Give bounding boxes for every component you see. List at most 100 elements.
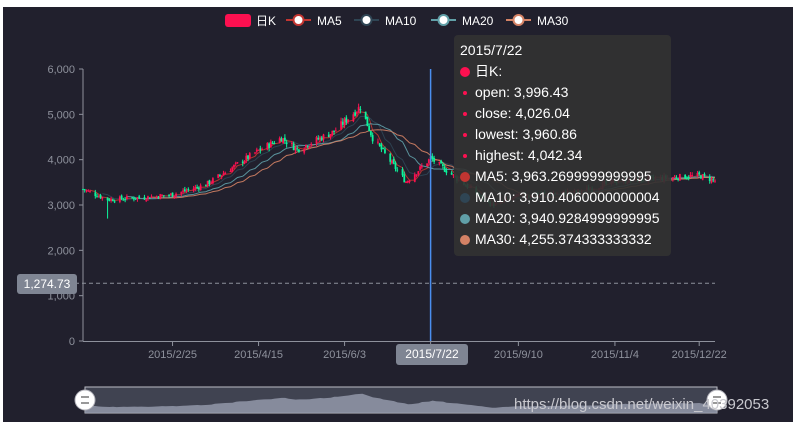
candle-body	[443, 166, 446, 172]
y-tick-label: 0	[69, 336, 75, 348]
candle-body	[241, 161, 244, 164]
candle-body	[219, 175, 221, 177]
candle-body	[701, 174, 704, 180]
candle-body	[306, 146, 309, 148]
candle-body	[415, 174, 418, 176]
tooltip-ma10: MA10: 3,910.4060000000004	[460, 187, 665, 208]
tooltip-open: open: 3,996.43	[460, 82, 665, 103]
candle-body	[380, 144, 383, 150]
candle-body	[171, 192, 174, 197]
candle-body	[259, 148, 262, 151]
candle-body	[403, 174, 406, 183]
data-zoom-slider[interactable]	[74, 386, 728, 414]
tooltip: 2015/7/22 日K: open: 3,996.43 close: 4,02…	[454, 35, 671, 256]
handle-circle	[74, 389, 96, 411]
candle-body	[282, 138, 285, 144]
candle-body	[261, 148, 263, 150]
candle-body	[359, 109, 362, 111]
candle-body	[147, 196, 149, 199]
candle-body	[368, 125, 371, 132]
candle-body	[148, 197, 151, 199]
candle-body	[710, 178, 713, 183]
candle-body	[320, 137, 323, 141]
candle-body	[122, 199, 125, 201]
candle-body	[113, 201, 116, 203]
candle-body	[315, 137, 318, 144]
legend-item-日k[interactable]: 日K	[225, 14, 276, 28]
legend-label: MA20	[462, 14, 494, 28]
candle-body	[106, 197, 109, 201]
candle-body	[329, 134, 332, 138]
candle-body	[173, 195, 176, 198]
tooltip-open-text: open: 3,996.43	[475, 84, 569, 100]
tooltip-close-dot	[463, 111, 467, 116]
tooltip-ma5-text: MA5: 3,963.2699999999995	[475, 168, 652, 184]
tooltip-series: 日K:	[460, 61, 665, 82]
candle-body	[675, 177, 678, 179]
candle-body	[357, 107, 360, 113]
candle-body	[194, 186, 197, 189]
candle-body	[303, 148, 306, 153]
candle-body	[224, 172, 227, 175]
candle-body	[182, 190, 184, 192]
candle-body	[445, 170, 448, 173]
candle-body	[255, 149, 258, 152]
candle-body	[394, 162, 397, 169]
data-zoom-handle-left[interactable]	[74, 389, 96, 411]
candle-body	[96, 196, 98, 198]
candle-body	[229, 171, 232, 173]
legend-item-ma20[interactable]: MA20	[431, 14, 494, 28]
candle-body	[97, 196, 100, 198]
candle-body	[143, 197, 146, 200]
tooltip-close: close: 4,026.04	[460, 103, 665, 124]
tooltip-ma30-dot	[460, 234, 470, 245]
tooltip-ma10-text: MA10: 3,910.4060000000004	[475, 189, 660, 205]
candle-body	[712, 179, 715, 181]
candle-body	[671, 177, 674, 180]
tooltip-ma20-dot	[460, 213, 470, 224]
candle-body	[452, 174, 455, 176]
legend-item-ma10[interactable]: MA10	[354, 14, 417, 28]
legend-item-ma5[interactable]: MA5	[286, 14, 342, 28]
data-zoom-area	[85, 393, 717, 413]
candle-body	[136, 197, 139, 200]
candle-body	[696, 172, 699, 176]
candle-body	[354, 112, 357, 116]
candle-body	[134, 198, 137, 200]
tooltip-highest: highest: 4,042.34	[460, 145, 665, 166]
candle-body	[83, 189, 86, 191]
candle-body	[319, 137, 321, 140]
tooltip-lowest: lowest: 3,960.86	[460, 124, 665, 145]
candle-body	[145, 199, 148, 201]
candle-body	[94, 192, 97, 197]
candle-body	[391, 160, 393, 164]
candle-body	[217, 174, 220, 178]
candle-body	[187, 189, 190, 191]
candle-body	[684, 175, 687, 179]
candle-body	[333, 130, 335, 132]
candle-body	[347, 119, 349, 123]
data-zoom-handle-right[interactable]	[706, 389, 728, 411]
legend-label: MA10	[385, 14, 417, 28]
candle-body	[169, 193, 172, 195]
tooltip-ma30: MA30: 4,255.374333333332	[460, 229, 665, 250]
legend-icon-circle	[360, 14, 373, 26]
x-tick-label: 2015/12/22	[672, 349, 727, 361]
chart-panel: 0 1,000 2,000 3,000 4,000 5,000 6,000 2015/2/25…	[3, 7, 793, 422]
candle-body	[396, 169, 399, 171]
tooltip-date: 2015/7/22	[460, 42, 523, 58]
x-tick-label: 2015/4/15	[234, 349, 283, 361]
candle-body	[111, 199, 114, 202]
candle-body	[426, 163, 428, 167]
candle-body	[431, 156, 434, 160]
candle-body	[294, 147, 297, 151]
y-tick-label: 6,000	[47, 64, 75, 76]
candle-body	[110, 198, 112, 202]
x-tick-label: 2015/9/10	[494, 349, 543, 361]
candle-body	[341, 121, 344, 125]
tooltip-ma30-text: MA30: 4,255.374333333332	[475, 231, 652, 247]
candle-body	[327, 134, 330, 138]
candle-body	[405, 182, 407, 184]
legend-item-ma30[interactable]: MA30	[506, 14, 569, 28]
tooltip-highest-dot	[463, 153, 467, 158]
